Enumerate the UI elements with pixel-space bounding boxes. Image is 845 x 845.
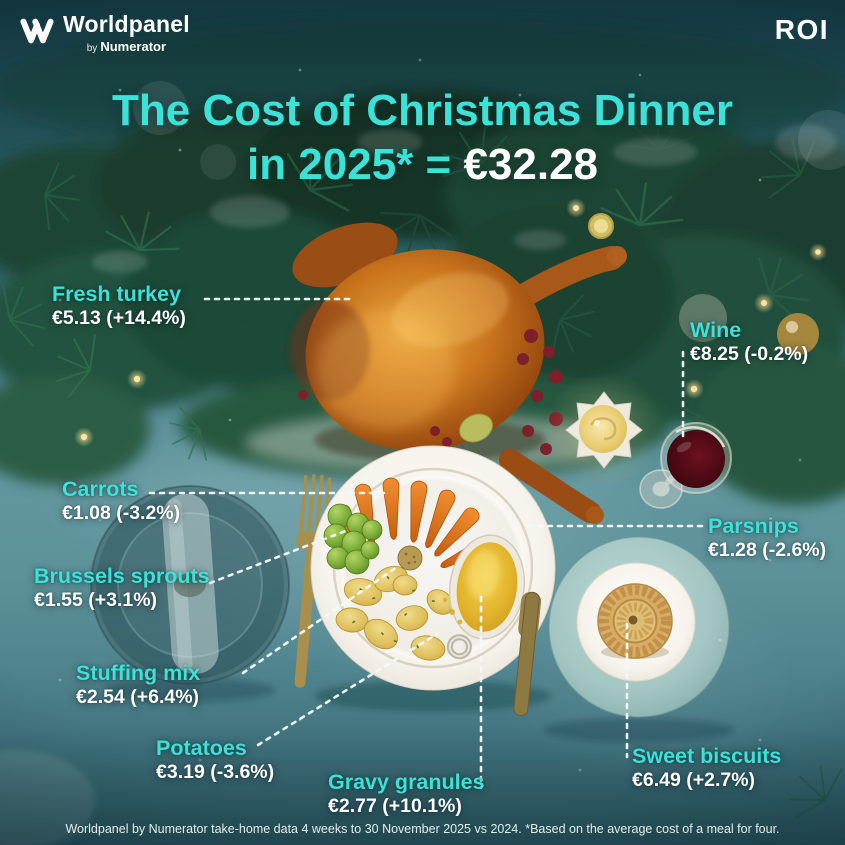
label-potatoes: Potatoes €3.19 (-3.6%) (156, 736, 274, 783)
leader-brussels-sprouts (208, 528, 350, 585)
empty-place-setting (90, 485, 290, 702)
item-name: Fresh turkey (52, 282, 182, 306)
worldpanel-logo-icon (20, 18, 54, 44)
label-sweet-biscuits: Sweet biscuits €6.49 (+2.7%) (632, 744, 781, 791)
gravy-boat (446, 534, 526, 660)
byline-prefix: by (86, 43, 98, 55)
item-name: Parsnips (708, 514, 799, 538)
item-price: €5.13 (+14.4%) (52, 306, 186, 329)
roast-turkey (245, 222, 627, 524)
item-name: Stuffing mix (76, 661, 201, 685)
footnote: Worldpanel by Numerator take-home data 4… (65, 822, 780, 836)
item-price: €3.19 (-3.6%) (156, 760, 275, 783)
region-badge: ROI (774, 14, 829, 45)
biscuit-plate (544, 536, 734, 742)
brand-text: Worldpanel by Numerator (63, 11, 190, 54)
item-name: Gravy granules (328, 770, 485, 794)
snow-patches (0, 124, 836, 845)
gravy-drips (443, 598, 463, 625)
item-name: Potatoes (156, 736, 247, 760)
title-line2: in 2025* = €32.28 (0, 138, 845, 192)
shortbread-biscuit (597, 583, 673, 659)
brussels-sprouts-food (323, 503, 383, 575)
page-title: The Cost of Christmas Dinner in 2025* = … (0, 84, 845, 191)
item-name: Wine (690, 318, 742, 342)
label-stuffing-mix: Stuffing mix €2.54 (+6.4%) (76, 661, 200, 708)
item-name: Brussels sprouts (34, 564, 210, 588)
item-price: €8.25 (-0.2%) (690, 342, 809, 365)
knife (513, 591, 542, 717)
label-wine: Wine €8.25 (-0.2%) (690, 318, 808, 365)
item-price: €1.55 (+3.1%) (34, 588, 158, 611)
leader-stuffing-mix (241, 565, 399, 675)
stuffing-ball (397, 545, 423, 571)
snow-specks (58, 58, 802, 772)
brand-name: Worldpanel (63, 11, 190, 37)
potatoes-food (335, 565, 454, 661)
label-brussels-sprouts: Brussels sprouts €1.55 (+3.1%) (34, 564, 210, 611)
label-gravy-granules: Gravy granules €2.77 (+10.1%) (328, 770, 485, 817)
napkin (162, 494, 219, 674)
title-line1: The Cost of Christmas Dinner (112, 86, 733, 135)
label-fresh-turkey: Fresh turkey €5.13 (+14.4%) (52, 282, 186, 329)
item-price: €6.49 (+2.7%) (632, 768, 756, 791)
title-total: €32.28 (463, 139, 599, 189)
fairy-lights (74, 198, 827, 447)
item-price: €2.77 (+10.1%) (328, 794, 462, 817)
byline-name: Numerator (100, 39, 167, 55)
brand-byline: by Numerator (87, 39, 166, 54)
item-price: €1.08 (-3.2%) (62, 501, 181, 524)
item-name: Carrots (62, 477, 139, 501)
item-price: €2.54 (+6.4%) (76, 685, 200, 708)
candle (544, 370, 664, 490)
dinner-plate (310, 445, 556, 711)
label-carrots: Carrots €1.08 (-3.2%) (62, 477, 180, 524)
title-line2-prefix: in 2025* = (246, 139, 464, 189)
label-parsnips: Parsnips €1.28 (-2.6%) (708, 514, 826, 561)
leader-potatoes (256, 632, 439, 747)
header-brand: Worldpanel by Numerator (20, 11, 190, 54)
baubles-and-lights (74, 81, 845, 447)
item-price: €1.28 (-2.6%) (708, 538, 827, 561)
wine-glass (639, 422, 732, 509)
item-name: Sweet biscuits (632, 744, 782, 768)
